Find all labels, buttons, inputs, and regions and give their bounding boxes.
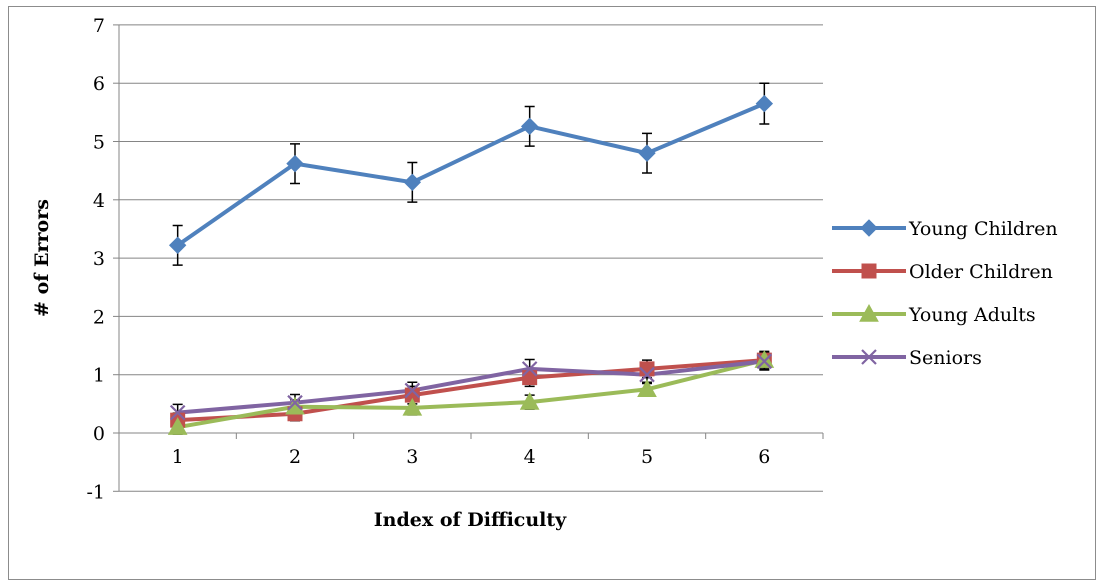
- series-lines: [176, 101, 766, 430]
- legend-label-seniors: Seniors: [909, 347, 982, 369]
- y-tick-label: 5: [93, 132, 105, 154]
- marker-seniors: [756, 353, 773, 370]
- legend-label-young-children: Young Children: [908, 218, 1058, 240]
- series-markers: [167, 94, 775, 435]
- legend-marker-older-children: [861, 263, 877, 279]
- series-line-older-children: [177, 358, 765, 423]
- axes: [113, 24, 824, 492]
- y-tick-label: 0: [93, 423, 105, 445]
- marker-young-children: [520, 117, 539, 136]
- marker-young-adults: [519, 392, 540, 410]
- marker-young-adults: [637, 379, 657, 397]
- marker-seniors: [287, 394, 303, 411]
- x-tick-label: 4: [524, 446, 536, 468]
- legend-label-young-adults: Young Adults: [908, 304, 1036, 326]
- series-line-young-adults: [177, 358, 765, 430]
- marker-young-children: [168, 236, 187, 254]
- y-tick-label: 4: [93, 190, 105, 212]
- y-tick-label: 2: [93, 306, 105, 328]
- y-tick-label: 6: [93, 73, 105, 95]
- marker-seniors: [639, 366, 655, 383]
- legend-marker-young-children: [860, 219, 878, 237]
- x-tick-label: 1: [172, 446, 184, 468]
- marker-seniors: [404, 382, 421, 399]
- y-tick-label: -1: [86, 481, 105, 503]
- y-tick-label: 7: [93, 15, 105, 37]
- tick-labels: -1 0 1 2 3 4 5 6 7 1 2 3 4 5 6: [86, 15, 770, 503]
- series-line-seniors: [177, 359, 765, 415]
- marker-young-children: [403, 173, 422, 192]
- marker-young-children: [638, 144, 656, 162]
- marker-seniors: [521, 361, 538, 377]
- y-axis-title: # of Errors: [31, 199, 53, 317]
- y-tick-label: 3: [93, 248, 105, 270]
- marker-young-adults: [167, 417, 188, 435]
- marker-seniors: [169, 404, 186, 421]
- series-line-young-children: [176, 101, 766, 247]
- x-tick-label: 2: [289, 446, 301, 468]
- marker-young-children: [286, 154, 304, 173]
- marker-older-children: [522, 370, 538, 386]
- legend-marker-young-adults: [859, 303, 879, 322]
- legend-label-older-children: Older Children: [909, 261, 1053, 283]
- marker-young-adults: [754, 350, 775, 368]
- chart-frame: [8, 6, 1096, 580]
- x-tick-label: 3: [406, 446, 418, 468]
- legend-marker-seniors: [861, 349, 877, 365]
- x-tick-label: 6: [758, 446, 770, 468]
- marker-young-children: [755, 94, 774, 113]
- gridlines: [119, 24, 823, 492]
- marker-young-adults: [402, 397, 423, 416]
- x-tick-label: 5: [641, 446, 653, 468]
- y-tick-label: 1: [93, 365, 105, 387]
- x-axis-title: Index of Difficulty: [374, 509, 567, 531]
- legend: Young Children Older Children Young Adults…: [832, 218, 1058, 369]
